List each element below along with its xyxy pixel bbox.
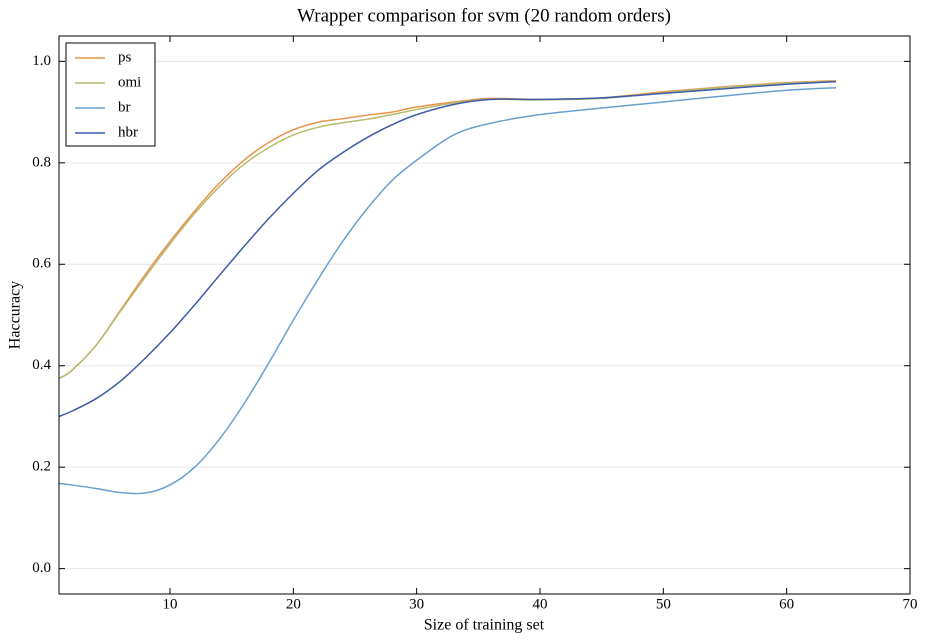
y-tick-label: 0.6 xyxy=(32,256,51,272)
line-series xyxy=(58,86,837,495)
x-tick-label: 20 xyxy=(286,596,301,612)
x-tick-label: 10 xyxy=(163,596,178,612)
y-tick-label: 0.4 xyxy=(32,357,51,373)
y-axis-label: Haccuracy xyxy=(7,281,24,349)
x-tick-label: 30 xyxy=(409,596,424,612)
y-tick-label: 0.8 xyxy=(32,154,51,170)
x-tick-label: 60 xyxy=(779,596,794,612)
x-axis-label: Size of training set xyxy=(424,617,545,634)
chart-title: Wrapper comparison for svm (20 random or… xyxy=(297,5,671,26)
legend-label: hbr xyxy=(118,124,138,140)
plot-frame xyxy=(58,35,911,595)
legend-label: br xyxy=(118,99,131,115)
x-tick-label: 50 xyxy=(656,596,671,612)
legend-label: omi xyxy=(118,74,141,90)
y-tick-label: 1.0 xyxy=(32,53,51,69)
y-tick-label: 0.0 xyxy=(32,560,51,576)
legend-box xyxy=(65,42,156,147)
x-tick-label: 40 xyxy=(533,596,548,612)
y-tick-label: 0.2 xyxy=(32,459,51,475)
line-series xyxy=(58,80,837,418)
legend-label: ps xyxy=(118,49,132,65)
x-tick-label: 70 xyxy=(903,596,918,612)
